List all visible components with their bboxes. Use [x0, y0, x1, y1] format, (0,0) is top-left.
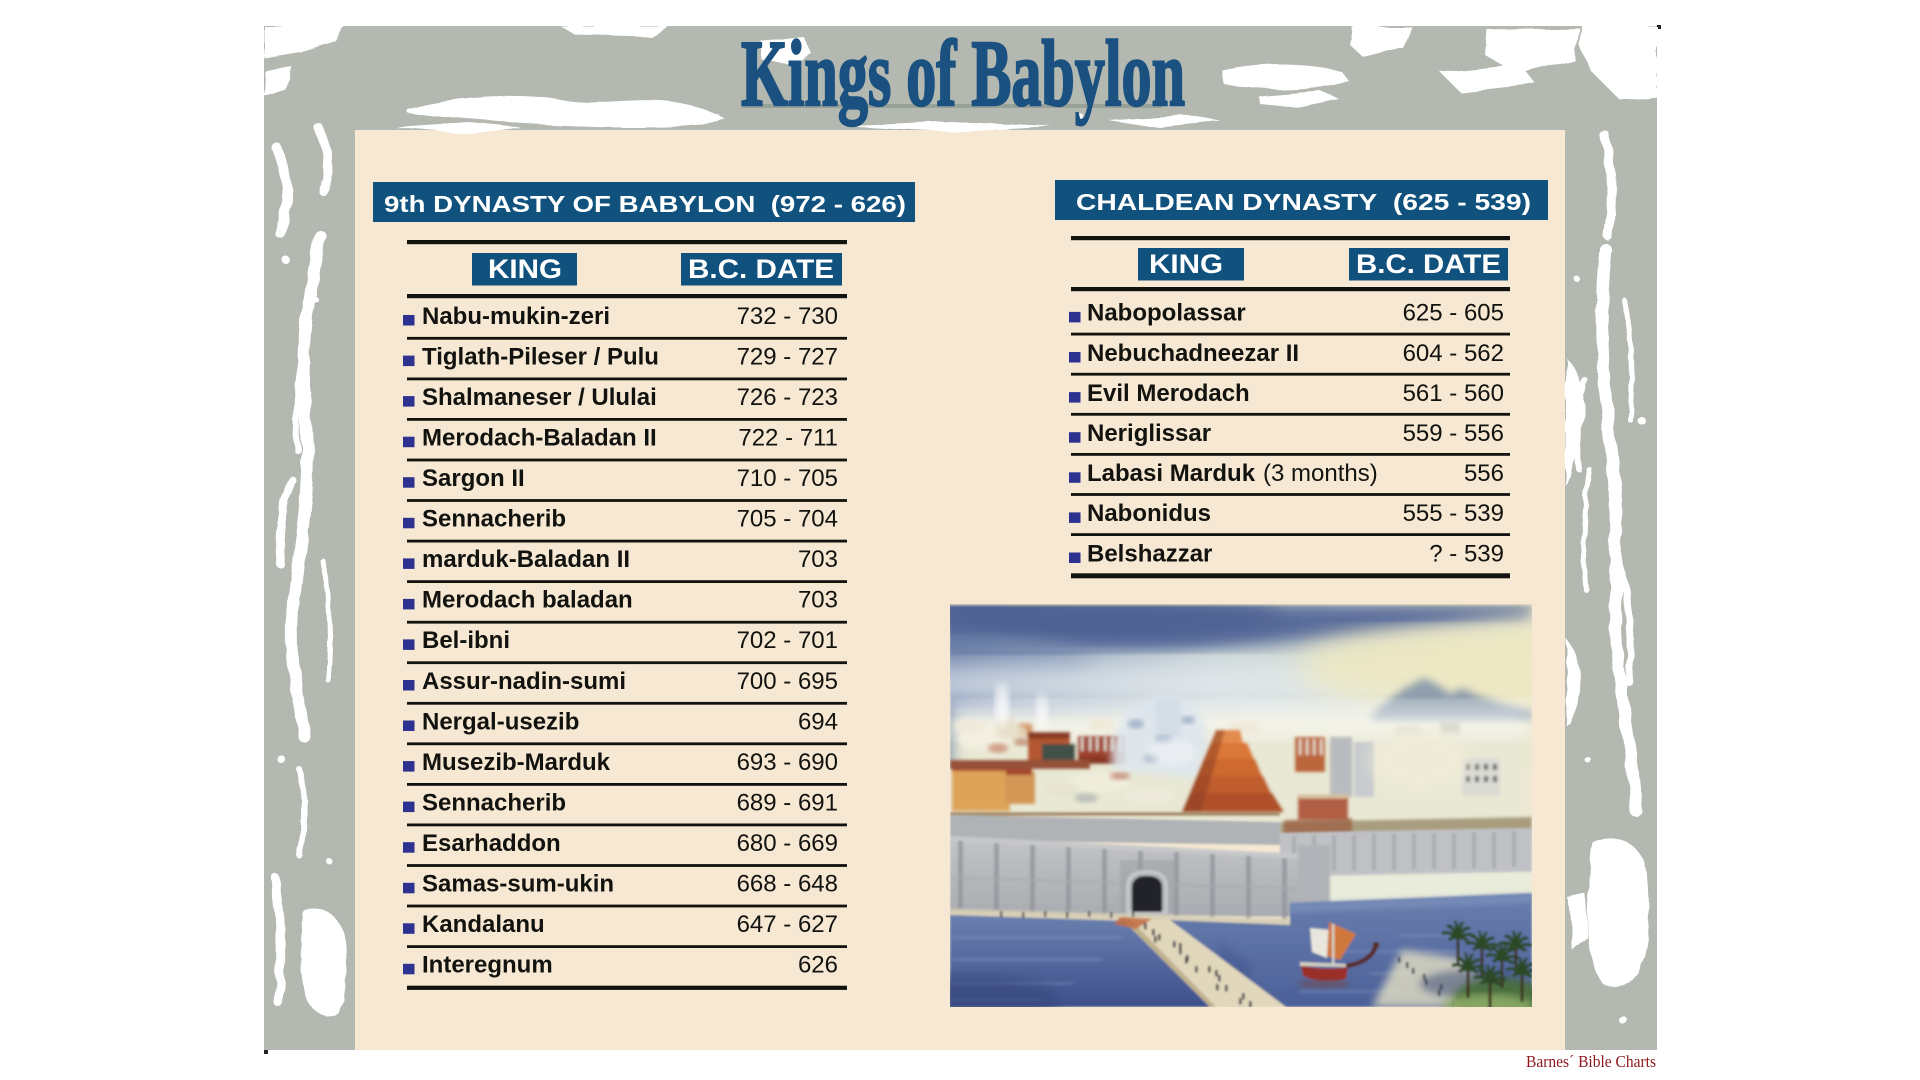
svg-text:B.C. DATE: B.C. DATE [1356, 249, 1501, 279]
svg-text:KING: KING [1149, 249, 1223, 279]
svg-text:702 - 701: 702 - 701 [737, 627, 838, 654]
svg-text:694: 694 [798, 708, 838, 735]
svg-text:Evil Merodach: Evil Merodach [1087, 380, 1250, 407]
svg-text:Labasi Marduk: Labasi Marduk [1087, 460, 1256, 487]
svg-text:Nergal-usezib: Nergal-usezib [422, 708, 579, 735]
svg-text:Nabu-mukin-zeri: Nabu-mukin-zeri [422, 303, 610, 330]
svg-text:CHALDEAN DYNASTY (625 - 539): CHALDEAN DYNASTY (625 - 539) [1076, 189, 1531, 215]
svg-text:Shalmaneser / Ululai: Shalmaneser / Ululai [422, 384, 657, 411]
svg-text:625 - 605: 625 - 605 [1403, 300, 1504, 327]
svg-text:Sennacherib: Sennacherib [422, 506, 566, 533]
svg-text:689 - 691: 689 - 691 [737, 789, 838, 816]
svg-text:Tiglath-Pileser / Pulu: Tiglath-Pileser / Pulu [422, 343, 659, 370]
svg-text:9th DYNASTY OF BABYLON (972 -: 9th DYNASTY OF BABYLON (972 - 626) [384, 191, 906, 217]
svg-text:555 - 539: 555 - 539 [1403, 500, 1504, 527]
svg-text:726 - 723: 726 - 723 [737, 384, 838, 411]
svg-text:Nabonidus: Nabonidus [1087, 500, 1211, 527]
svg-text:561 - 560: 561 - 560 [1403, 380, 1504, 407]
svg-text:Musezib-Marduk: Musezib-Marduk [422, 749, 611, 776]
svg-text:? - 539: ? - 539 [1429, 540, 1504, 567]
svg-text:647 - 627: 647 - 627 [737, 911, 838, 938]
svg-text:Merodach baladan: Merodach baladan [422, 587, 633, 614]
svg-text:Assur-nadin-sumi: Assur-nadin-sumi [422, 668, 626, 695]
svg-text:559 - 556: 559 - 556 [1403, 420, 1504, 447]
svg-text:Esarhaddon: Esarhaddon [422, 830, 561, 857]
svg-text:668 - 648: 668 - 648 [737, 871, 838, 898]
svg-text:705 - 704: 705 - 704 [737, 506, 838, 533]
svg-text:Interegnum: Interegnum [422, 952, 553, 979]
svg-text:Belshazzar: Belshazzar [1087, 540, 1212, 567]
svg-text:556: 556 [1464, 460, 1504, 487]
svg-text:marduk-Baladan II: marduk-Baladan II [422, 546, 630, 573]
svg-text:710 - 705: 710 - 705 [737, 465, 838, 492]
svg-text:KING: KING [488, 254, 562, 284]
svg-text:703: 703 [798, 587, 838, 614]
svg-text:B.C. DATE: B.C. DATE [688, 254, 834, 284]
svg-text:703: 703 [798, 546, 838, 573]
svg-text:Nabopolassar: Nabopolassar [1087, 300, 1246, 327]
svg-text:Sennacherib: Sennacherib [422, 789, 566, 816]
svg-text:693 - 690: 693 - 690 [737, 749, 838, 776]
svg-text:680 - 669: 680 - 669 [737, 830, 838, 857]
svg-text:(3 months): (3 months) [1263, 460, 1378, 487]
svg-text:Bel-ibni: Bel-ibni [422, 627, 510, 654]
svg-text:722 - 711: 722 - 711 [738, 425, 838, 452]
svg-text:732 - 730: 732 - 730 [737, 303, 838, 330]
svg-text:Samas-sum-ukin: Samas-sum-ukin [422, 871, 614, 898]
svg-text:Nebuchadneezar II: Nebuchadneezar II [1087, 340, 1299, 367]
svg-text:Barnes´ Bible Charts: Barnes´ Bible Charts [1526, 1052, 1656, 1071]
svg-text:Neriglissar: Neriglissar [1087, 420, 1211, 447]
svg-text:604 - 562: 604 - 562 [1403, 340, 1504, 367]
svg-text:626: 626 [798, 952, 838, 979]
svg-text:700 - 695: 700 - 695 [737, 668, 838, 695]
svg-text:Sargon II: Sargon II [422, 465, 525, 492]
svg-text:Merodach-Baladan II: Merodach-Baladan II [422, 425, 657, 452]
svg-text:Kandalanu: Kandalanu [422, 911, 545, 938]
svg-text:729 - 727: 729 - 727 [737, 343, 838, 370]
svg-text:Kings of Babylon: Kings of Babylon [741, 22, 1185, 126]
